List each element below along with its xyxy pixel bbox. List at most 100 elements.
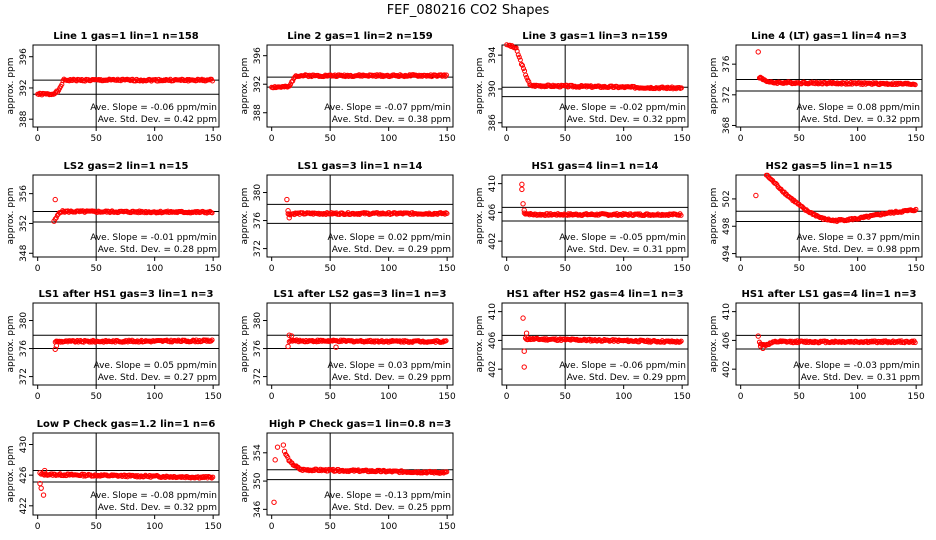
x-tick-label: 150 [439, 264, 456, 274]
y-tick-label: 498 [722, 217, 732, 234]
x-tick-label: 0 [738, 264, 744, 274]
y-tick-label: 422 [19, 497, 29, 514]
x-tick-label: 150 [205, 522, 222, 532]
y-tick-label: 406 [488, 332, 498, 349]
slope-annotation: Ave. Slope = 0.08 ppm/min [796, 103, 920, 113]
x-tick-label: 150 [908, 134, 925, 144]
std-dev-annotation: Ave. Std. Dev. = 0.29 ppm [332, 373, 451, 383]
y-tick-label: 368 [722, 117, 732, 134]
std-dev-annotation: Ave. Std. Dev. = 0.31 ppm [567, 245, 686, 255]
data-point [444, 469, 450, 475]
data-point-outlier [288, 333, 295, 339]
data-point-outlier [281, 448, 288, 455]
chart-panel: High P Check gas=1 lin=0.8 n=3 0 50 100 150 3… [240, 419, 456, 532]
data-point [516, 54, 522, 60]
x-tick-label: 50 [324, 264, 336, 274]
y-tick-label: 372 [722, 86, 732, 103]
x-tick-label: 50 [324, 522, 336, 532]
chart-panel: LS1 gas=3 lin=1 n=14 0 50 100 150 372 376 380ap… [240, 161, 456, 274]
slope-annotation: Ave. Slope = 0.02 ppm/min [327, 233, 451, 243]
y-tick-label: 396 [19, 48, 29, 65]
y-tick-label: 402 [488, 361, 498, 378]
data-point [444, 210, 450, 216]
data-point [678, 212, 684, 218]
y-tick-label: 406 [488, 204, 498, 221]
y-tick-label: 372 [253, 368, 263, 385]
data-point [209, 475, 215, 481]
x-tick-label: 100 [849, 134, 866, 144]
data-point [206, 209, 212, 215]
y-axis-label: approx. ppm [475, 188, 485, 245]
y-axis-label: approx. ppm [6, 446, 16, 503]
y-tick-label: 380 [253, 184, 263, 201]
y-axis-label: approx. ppm [240, 316, 250, 373]
figure-title: FEF_080216 CO2 Shapes [386, 3, 550, 18]
y-tick-label: 372 [19, 368, 29, 385]
x-tick-label: 150 [908, 392, 925, 402]
chart-title: Line 3 gas=1 lin=3 n=159 [522, 31, 668, 42]
data-point [504, 42, 510, 48]
x-tick-label: 100 [849, 264, 866, 274]
data-point-outlier [523, 330, 530, 336]
data-point [103, 208, 109, 214]
chart-title: HS2 gas=5 lin=1 n=15 [766, 161, 893, 172]
data-point-outlier [286, 215, 292, 221]
y-tick-label: 392 [19, 79, 29, 96]
y-tick-label: 388 [19, 110, 29, 127]
y-tick-label: 380 [19, 312, 29, 329]
plot-frame [735, 44, 923, 128]
slope-annotation: Ave. Slope = -0.01 ppm/min [90, 233, 217, 243]
x-tick-label: 0 [738, 134, 744, 144]
std-dev-annotation: Ave. Std. Dev. = 0.32 ppm [567, 115, 686, 125]
data-point [881, 338, 887, 344]
std-dev-annotation: Ave. Std. Dev. = 0.29 ppm [332, 245, 451, 255]
std-dev-annotation: Ave. Std. Dev. = 0.31 ppm [801, 373, 920, 383]
chart-panel: HS1 gas=4 lin=1 n=14 0 50 100 150 402 406 410ap… [475, 161, 691, 274]
x-tick-label: 50 [559, 392, 571, 402]
data-point [912, 82, 918, 88]
x-tick-label: 150 [908, 264, 925, 274]
chart-title: LS1 gas=3 lin=1 n=14 [298, 161, 423, 172]
data-point-outlier [272, 457, 278, 463]
y-tick-label: 346 [253, 500, 263, 517]
chart-panel: LS1 after HS1 gas=3 lin=1 n=3 0 50 100 150 37… [6, 289, 222, 402]
x-tick-label: 100 [146, 392, 163, 402]
y-tick-label: 426 [19, 466, 29, 483]
chart-title: HS1 after LS1 gas=4 lin=1 n=3 [741, 289, 916, 300]
x-tick-label: 50 [324, 134, 336, 144]
data-point [406, 73, 412, 79]
data-point [518, 61, 524, 67]
plot-frame [266, 44, 454, 128]
data-point-outlier [520, 201, 526, 207]
data-point-outlier [38, 485, 44, 491]
x-tick-label: 50 [90, 264, 102, 274]
slope-annotation: Ave. Slope = -0.13 ppm/min [324, 491, 451, 501]
y-tick-label: 410 [722, 303, 732, 320]
y-axis-label: approx. ppm [475, 316, 485, 373]
y-axis-label: approx. ppm [240, 188, 250, 245]
chart-panel: HS1 after HS2 gas=4 lin=1 n=3 0 50 100 150 40… [475, 289, 691, 402]
std-dev-annotation: Ave. Std. Dev. = 0.42 ppm [98, 115, 217, 125]
y-tick-label: 376 [253, 340, 263, 357]
y-tick-label: 410 [488, 175, 498, 192]
data-point [200, 474, 206, 480]
chart-panel: HS2 gas=5 lin=1 n=15 0 50 100 150 494 498 502ap… [709, 161, 925, 274]
data-point-outlier [521, 348, 527, 354]
chart-title: Line 1 gas=1 lin=1 n=158 [53, 31, 199, 42]
std-dev-annotation: Ave. Std. Dev. = 0.27 ppm [98, 373, 217, 383]
y-axis-label: approx. ppm [475, 58, 485, 115]
plot-frame [735, 302, 923, 386]
data-point [816, 214, 822, 220]
y-tick-label: 402 [488, 233, 498, 250]
data-point-outlier [521, 364, 527, 370]
data-point-outlier [51, 218, 57, 224]
std-dev-annotation: Ave. Std. Dev. = 0.25 ppm [332, 503, 451, 513]
x-tick-label: 0 [269, 392, 275, 402]
data-point [344, 72, 350, 78]
y-axis-label: approx. ppm [709, 316, 719, 373]
data-point-outlier [280, 442, 287, 448]
data-point [427, 73, 433, 79]
x-tick-label: 0 [269, 264, 275, 274]
plot-frame [735, 174, 923, 258]
